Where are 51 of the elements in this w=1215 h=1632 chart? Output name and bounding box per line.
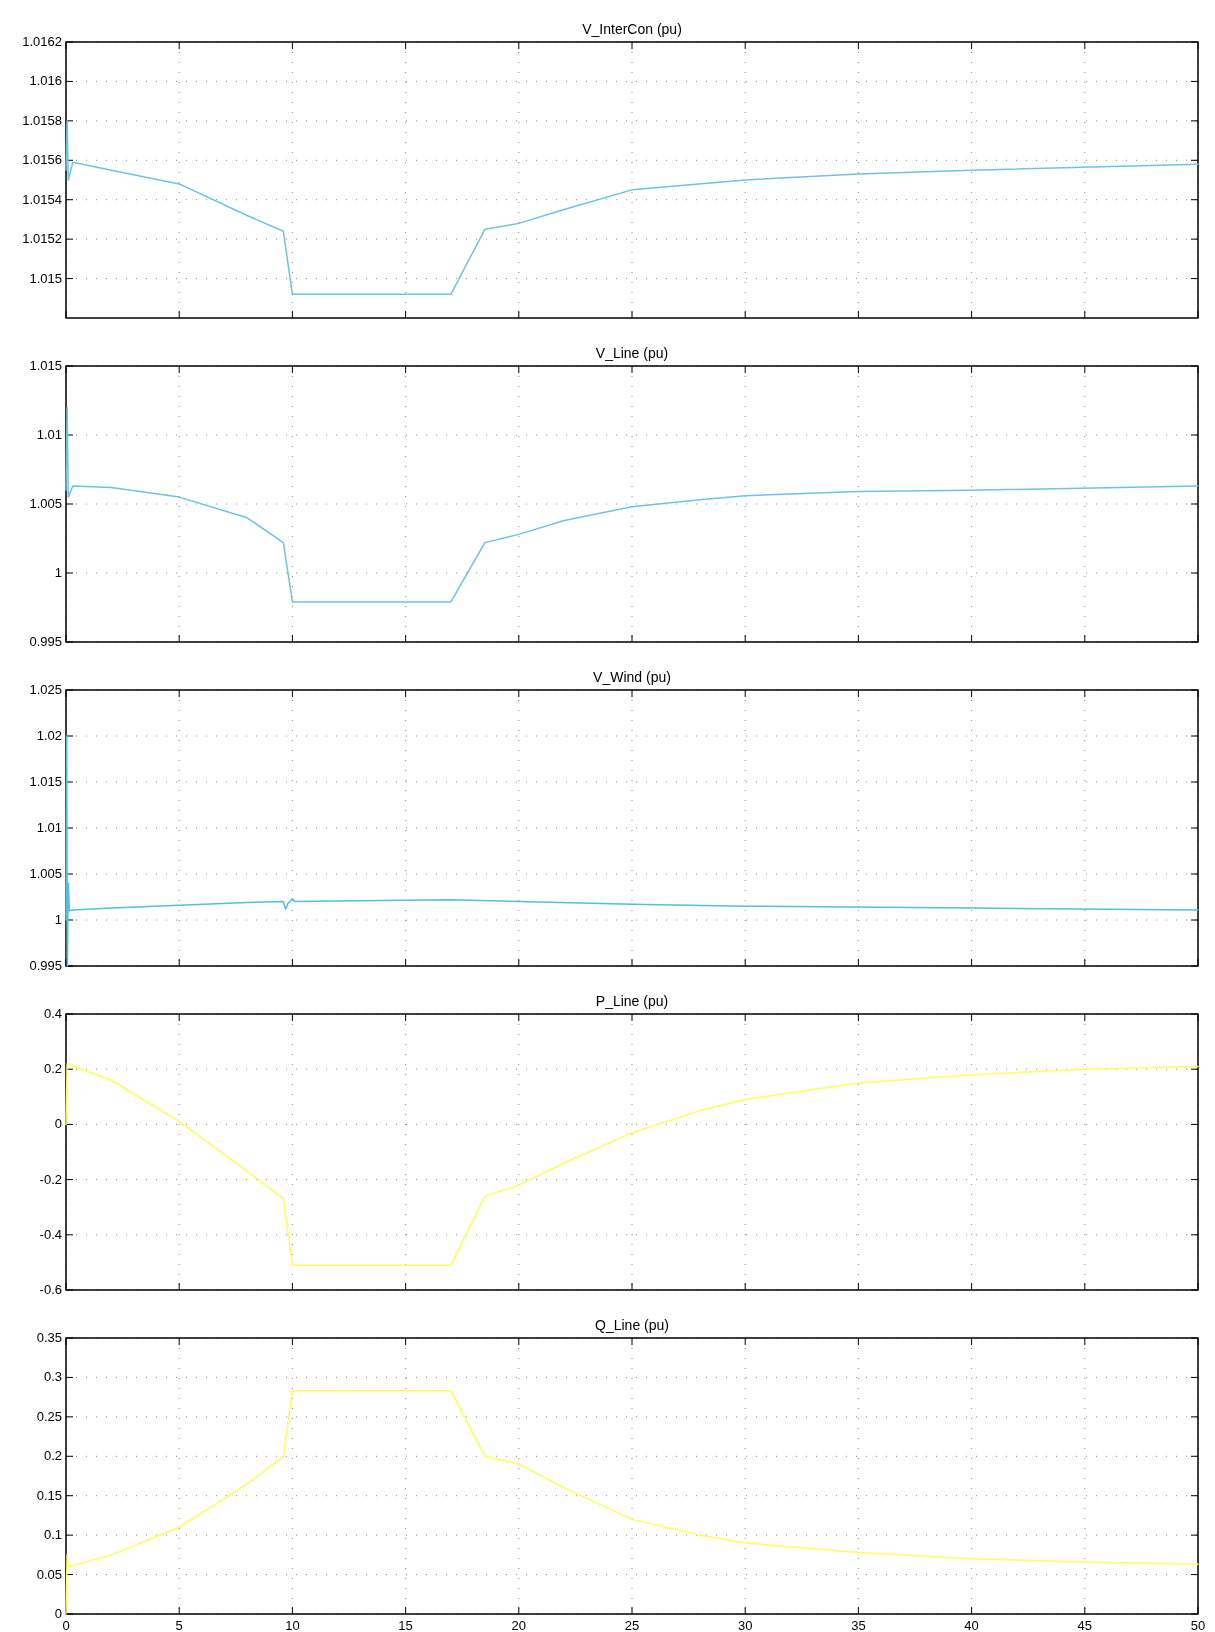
- y-tick-label: 0.1: [43, 1527, 62, 1543]
- x-tick-label: 20: [511, 1618, 527, 1632]
- x-tick-label: 25: [624, 1618, 640, 1632]
- x-tick-label: 15: [398, 1618, 413, 1632]
- y-tick-label: 1.0152: [22, 231, 62, 247]
- y-tick-label: 0.15: [36, 1487, 62, 1503]
- y-tick-label: 1.015: [29, 270, 62, 286]
- x-tick-label: 40: [964, 1618, 979, 1632]
- x-tick-label: 30: [737, 1618, 753, 1632]
- x-tick-label: 45: [1077, 1618, 1093, 1632]
- y-tick-label: 1.01: [36, 820, 62, 835]
- y-tick-label: -0.2: [39, 1171, 62, 1187]
- chart-title: P_Line (pu): [595, 993, 669, 1009]
- chart-title: V_Wind (pu): [593, 669, 671, 685]
- y-tick-label: 1.016: [29, 73, 62, 89]
- y-tick-label: 0.05: [36, 1566, 62, 1582]
- y-tick-label: 0: [54, 1116, 62, 1132]
- y-tick-label: 1.0158: [22, 112, 62, 128]
- y-tick-label: 0.25: [36, 1408, 62, 1424]
- chart-title: V_InterCon (pu): [582, 21, 682, 37]
- y-tick-label: 1.005: [29, 496, 62, 511]
- chart-title: V_Line (pu): [595, 345, 669, 361]
- x-tick-label: 50: [1190, 1618, 1206, 1632]
- x-tick-label: 35: [851, 1618, 866, 1632]
- y-tick-label: 1.01: [36, 427, 62, 442]
- y-tick-label: 1.02: [36, 728, 62, 743]
- y-tick-label: 0.2: [43, 1061, 62, 1077]
- y-tick-label: 0.995: [29, 634, 62, 649]
- line-series: [65, 406, 1199, 603]
- y-tick-label: 0.4: [43, 1006, 62, 1021]
- y-tick-label: 1.005: [29, 866, 62, 881]
- x-tick-label: 5: [175, 1618, 183, 1632]
- y-tick-label: -0.6: [39, 1282, 62, 1297]
- y-tick-label: 1.015: [29, 358, 62, 373]
- y-tick-label: 1: [54, 565, 62, 580]
- y-tick-label: 0.3: [43, 1369, 62, 1385]
- y-tick-label: 1.0162: [22, 34, 62, 49]
- line-series: [65, 120, 1199, 296]
- y-tick-label: 1.0154: [22, 191, 62, 207]
- y-tick-label: -0.4: [39, 1226, 62, 1242]
- line-series: [65, 1062, 1199, 1266]
- y-tick-label: 1.015: [29, 774, 62, 789]
- y-tick-label: 1.025: [29, 682, 62, 697]
- y-tick-label: 0.995: [29, 958, 62, 973]
- chart-title: Q_Line (pu): [595, 1317, 669, 1333]
- y-tick-label: 1: [54, 912, 62, 927]
- y-tick-label: 0.35: [36, 1330, 62, 1345]
- y-tick-label: 1.0156: [22, 152, 62, 168]
- y-tick-label: 0: [54, 1606, 62, 1621]
- x-tick-label: 10: [285, 1618, 300, 1632]
- y-tick-label: 0.2: [43, 1448, 62, 1464]
